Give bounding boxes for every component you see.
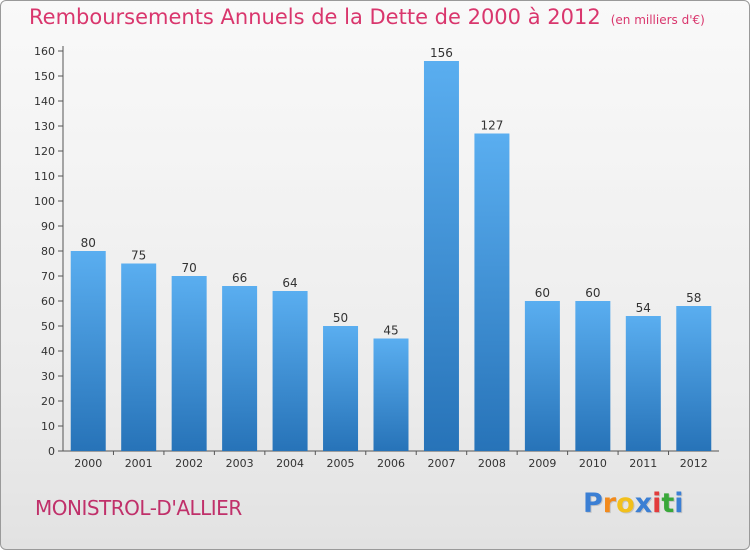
y-tick-label: 150 bbox=[34, 70, 55, 83]
brand-letter: i bbox=[674, 488, 684, 519]
y-tick-label: 0 bbox=[48, 445, 55, 458]
data-label-2005: 50 bbox=[333, 311, 348, 325]
bar-2002 bbox=[171, 276, 207, 451]
brand-letter: o bbox=[616, 488, 635, 519]
bar-2000 bbox=[70, 251, 106, 451]
commune-name: MONISTROL-D'ALLIER bbox=[35, 496, 242, 520]
brand-letter: x bbox=[634, 488, 653, 519]
x-tick-label-2010: 2010 bbox=[579, 457, 607, 470]
data-label-2006: 45 bbox=[383, 324, 398, 338]
y-tick-label: 160 bbox=[34, 45, 55, 58]
y-tick-label: 30 bbox=[41, 370, 55, 383]
x-tick-label-2005: 2005 bbox=[327, 457, 355, 470]
x-tick-label-2004: 2004 bbox=[276, 457, 304, 470]
chart-subtitle: (en milliers d'€) bbox=[610, 13, 705, 27]
y-tick-label: 120 bbox=[34, 145, 55, 158]
data-label-2000: 80 bbox=[81, 236, 96, 250]
bar-2009 bbox=[524, 301, 560, 451]
y-tick-label: 80 bbox=[41, 245, 55, 258]
y-tick-label: 10 bbox=[41, 420, 55, 433]
brand-letter: r bbox=[602, 488, 617, 519]
data-label-2007: 156 bbox=[430, 46, 453, 60]
axis-layer: 0 10 20 30 40 50 60 70 80 90 100 110 120 130 140 150 160 bbox=[34, 45, 719, 458]
bar-2008 bbox=[474, 133, 510, 451]
x-tick-label-2008: 2008 bbox=[478, 457, 506, 470]
data-label-2009: 60 bbox=[535, 286, 550, 300]
data-label-2002: 70 bbox=[182, 261, 197, 275]
brand-letter: P bbox=[583, 488, 603, 519]
x-tick-label-2006: 2006 bbox=[377, 457, 405, 470]
bar-2010 bbox=[575, 301, 611, 451]
y-tick-label: 40 bbox=[41, 345, 55, 358]
x-tick-label-2002: 2002 bbox=[175, 457, 203, 470]
y-tick-label: 20 bbox=[41, 395, 55, 408]
data-label-2008: 127 bbox=[480, 119, 503, 133]
x-tick-label-2007: 2007 bbox=[427, 457, 455, 470]
bar-layer bbox=[70, 61, 712, 451]
bar-2011 bbox=[625, 316, 661, 451]
bar-2001 bbox=[121, 263, 157, 451]
y-tick-label: 140 bbox=[34, 95, 55, 108]
data-label-2004: 64 bbox=[282, 276, 297, 290]
data-label-2011: 54 bbox=[636, 301, 651, 315]
y-tick-label: 130 bbox=[34, 120, 55, 133]
data-label-2012: 58 bbox=[686, 291, 701, 305]
x-tick-label-2009: 2009 bbox=[528, 457, 556, 470]
brand-letter: t bbox=[661, 488, 675, 519]
y-tick-label: 70 bbox=[41, 270, 55, 283]
x-tick-label-2003: 2003 bbox=[226, 457, 254, 470]
bar-2005 bbox=[323, 326, 359, 451]
brand-logo: Proxiti bbox=[583, 488, 684, 519]
y-tick-label: 60 bbox=[41, 295, 55, 308]
bar-2007 bbox=[423, 61, 459, 451]
y-tick-label: 50 bbox=[41, 320, 55, 333]
chart-title-text: Remboursements Annuels de la Dette de 20… bbox=[29, 5, 601, 29]
brand-letter: i bbox=[652, 488, 662, 519]
bar-2004 bbox=[272, 291, 308, 451]
data-label-2003: 66 bbox=[232, 271, 247, 285]
x-tick-label-2012: 2012 bbox=[680, 457, 708, 470]
label-layer: 80 2000 75 2001 70 2002 66 2003 64 2004 50 2005 45 20… bbox=[74, 46, 708, 470]
x-tick-label-2011: 2011 bbox=[629, 457, 657, 470]
y-tick-label: 100 bbox=[34, 195, 55, 208]
y-tick-label: 90 bbox=[41, 220, 55, 233]
y-tick-label: 110 bbox=[34, 170, 55, 183]
bar-2006 bbox=[373, 338, 409, 451]
data-label-2001: 75 bbox=[131, 249, 146, 263]
bar-2012 bbox=[676, 306, 712, 451]
data-label-2010: 60 bbox=[585, 286, 600, 300]
x-tick-label-2001: 2001 bbox=[125, 457, 153, 470]
chart-title: Remboursements Annuels de la Dette de 20… bbox=[29, 5, 705, 29]
x-tick-label-2000: 2000 bbox=[74, 457, 102, 470]
bar-2003 bbox=[222, 286, 258, 451]
